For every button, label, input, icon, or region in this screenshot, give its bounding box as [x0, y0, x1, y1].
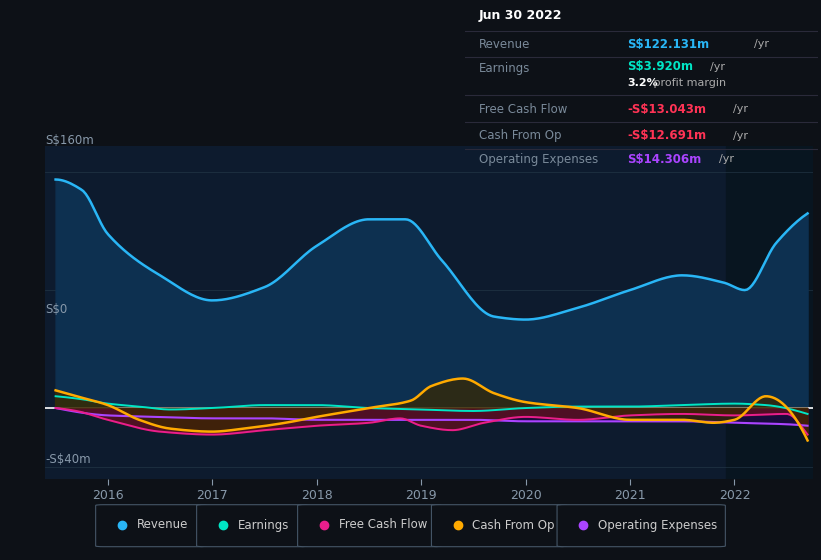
- Text: 3.2%: 3.2%: [627, 78, 658, 88]
- Text: S$14.306m: S$14.306m: [627, 153, 701, 166]
- FancyBboxPatch shape: [557, 505, 726, 547]
- Text: Free Cash Flow: Free Cash Flow: [479, 102, 567, 115]
- Text: Revenue: Revenue: [479, 38, 530, 50]
- Text: S$0: S$0: [45, 304, 67, 316]
- Text: /yr: /yr: [719, 155, 734, 165]
- Text: Free Cash Flow: Free Cash Flow: [338, 519, 427, 531]
- Text: Operating Expenses: Operating Expenses: [598, 519, 718, 531]
- FancyBboxPatch shape: [432, 505, 566, 547]
- FancyBboxPatch shape: [197, 505, 308, 547]
- Text: Operating Expenses: Operating Expenses: [479, 153, 598, 166]
- Text: -S$13.043m: -S$13.043m: [627, 102, 706, 115]
- Text: Cash From Op: Cash From Op: [479, 129, 562, 142]
- Text: profit margin: profit margin: [650, 78, 726, 88]
- Text: /yr: /yr: [754, 39, 769, 49]
- Text: S$122.131m: S$122.131m: [627, 38, 709, 50]
- Text: /yr: /yr: [733, 131, 748, 141]
- Text: /yr: /yr: [710, 62, 725, 72]
- Text: -S$40m: -S$40m: [45, 453, 91, 466]
- Text: Jun 30 2022: Jun 30 2022: [479, 9, 562, 22]
- Text: Earnings: Earnings: [238, 519, 289, 531]
- Bar: [726, 146, 813, 479]
- Text: Revenue: Revenue: [136, 519, 188, 531]
- Text: Cash From Op: Cash From Op: [473, 519, 555, 531]
- FancyBboxPatch shape: [96, 505, 207, 547]
- Text: Earnings: Earnings: [479, 62, 530, 75]
- Text: S$160m: S$160m: [45, 134, 94, 147]
- Text: /yr: /yr: [733, 104, 748, 114]
- FancyBboxPatch shape: [297, 505, 442, 547]
- Text: S$3.920m: S$3.920m: [627, 60, 693, 73]
- Text: -S$12.691m: -S$12.691m: [627, 129, 706, 142]
